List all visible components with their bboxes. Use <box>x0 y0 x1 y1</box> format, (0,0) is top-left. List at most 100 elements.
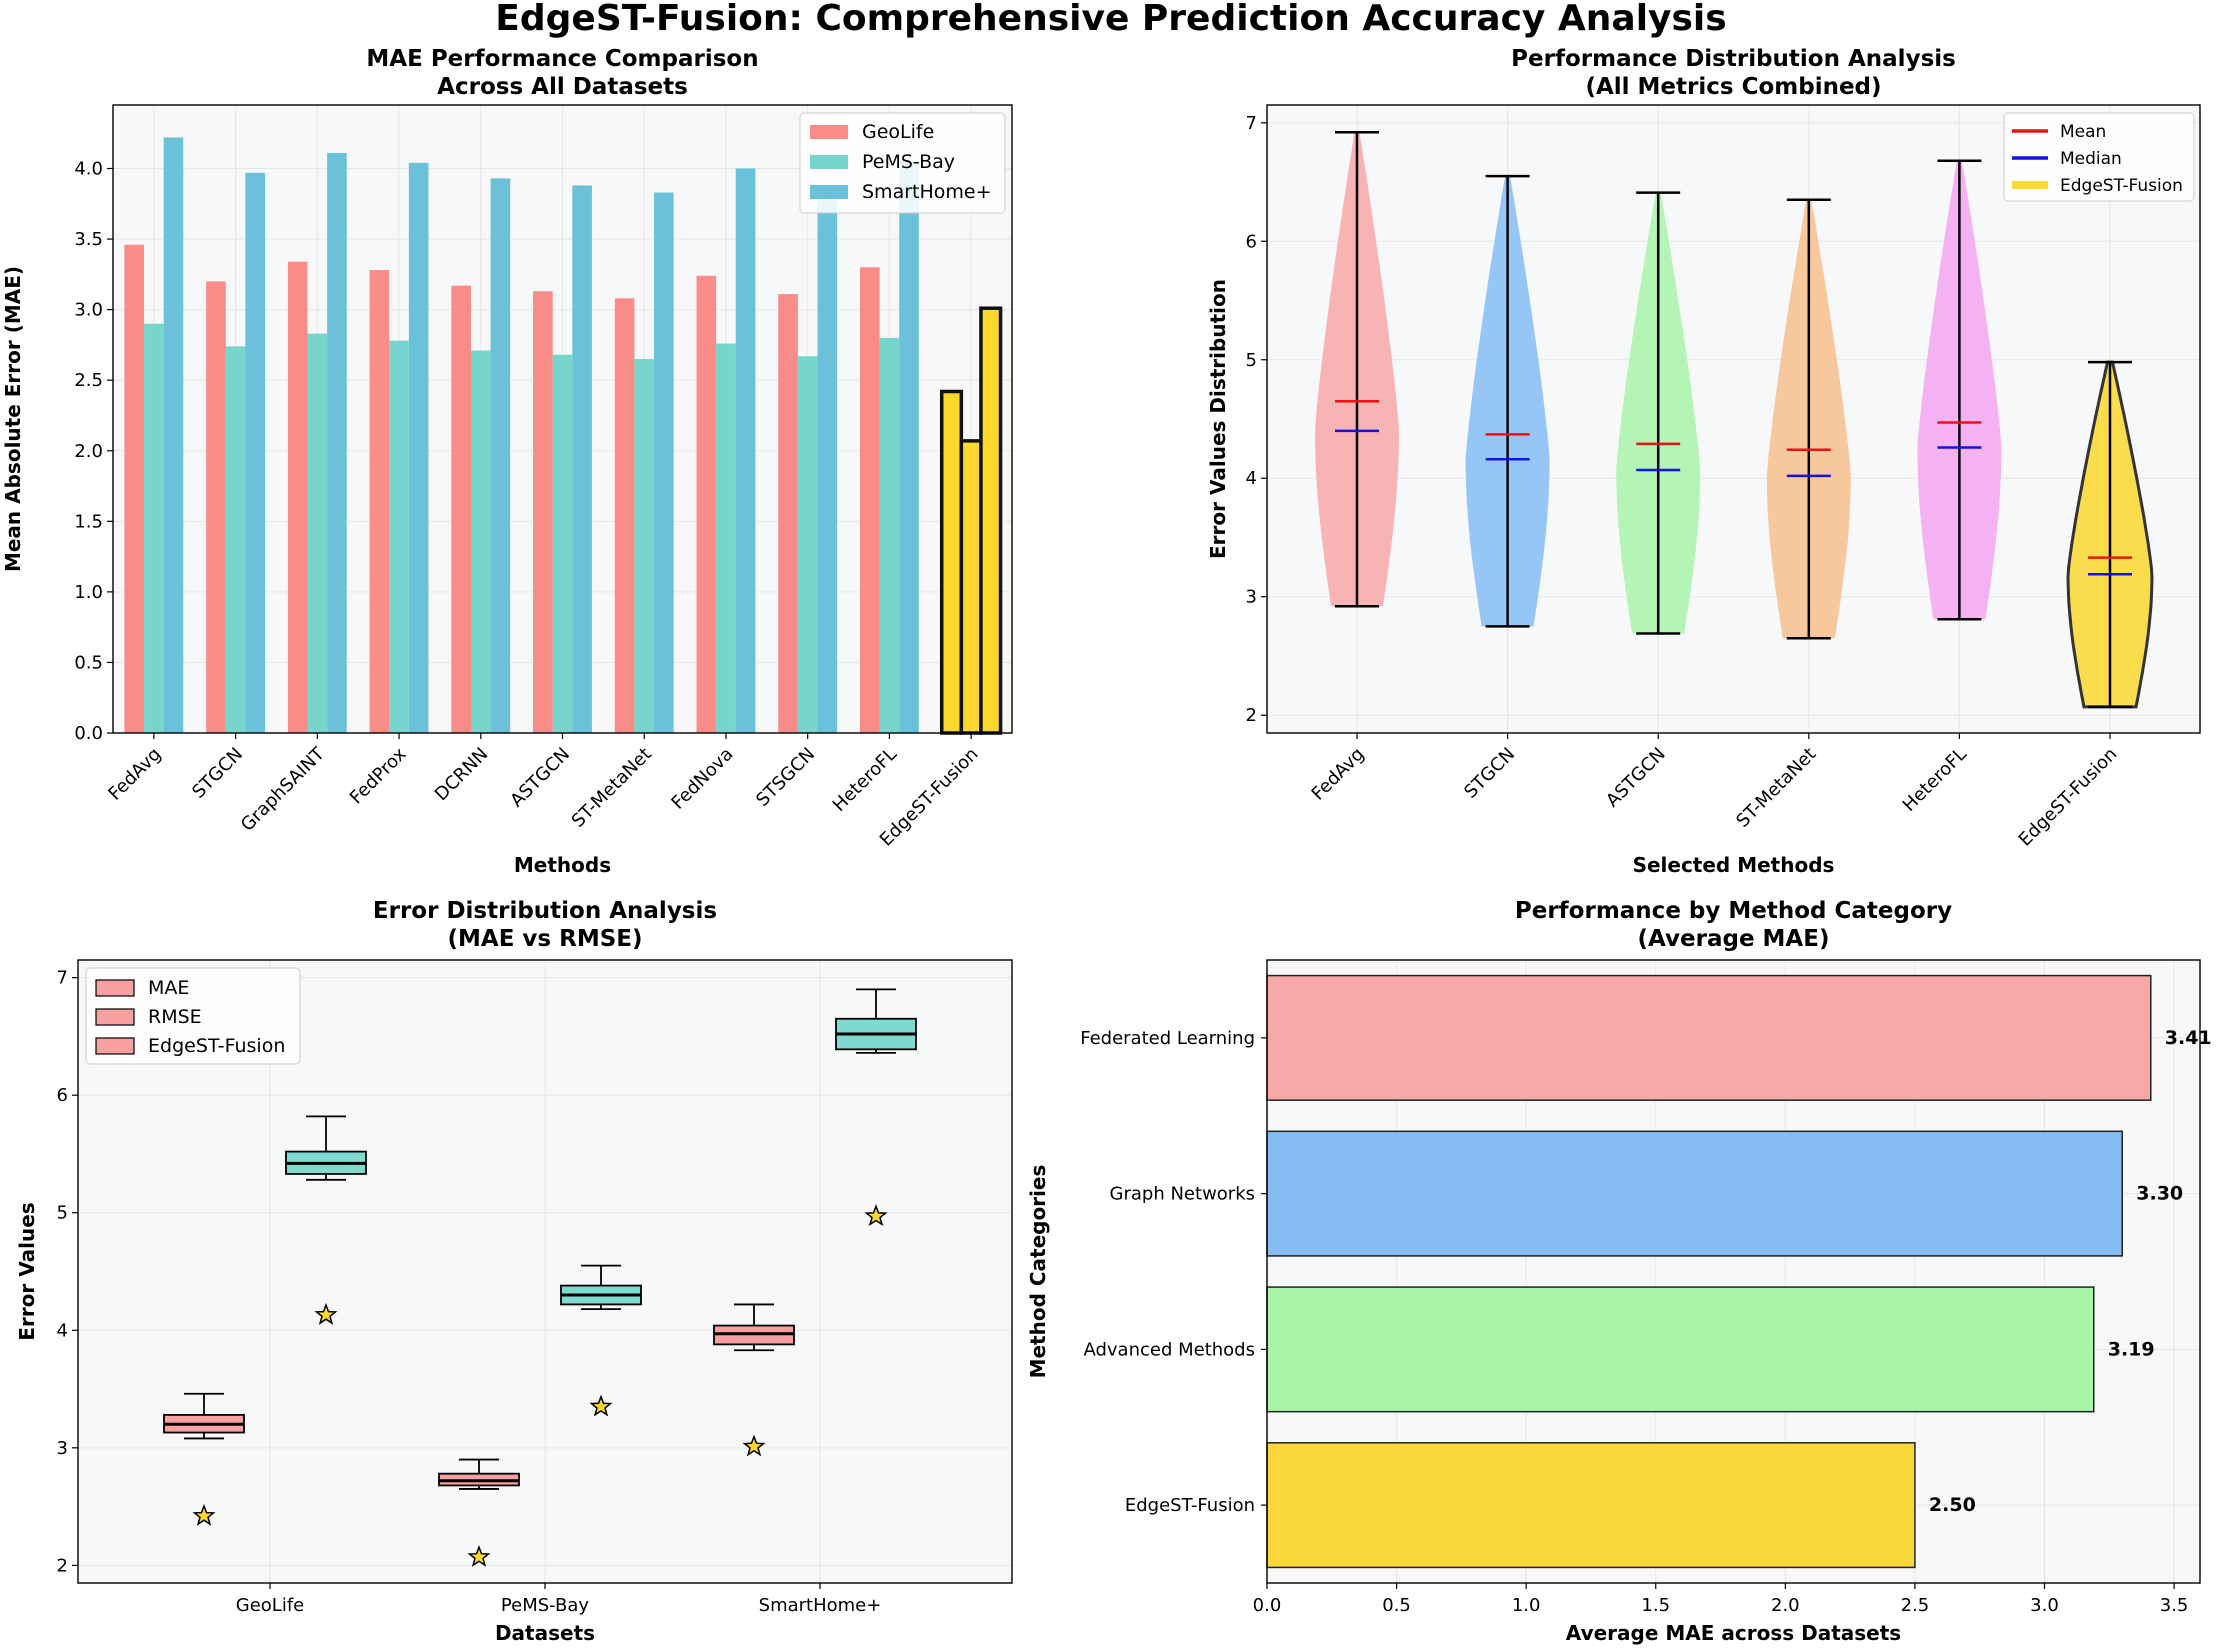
x-tick-label: STGCN <box>188 744 247 803</box>
bar-smarthome-fednova <box>735 168 756 733</box>
figure-title: EdgeST-Fusion: Comprehensive Prediction … <box>495 0 1726 39</box>
y-tick-label: 2.5 <box>74 370 103 391</box>
y-tick-label: EdgeST-Fusion <box>1125 1495 1255 1516</box>
y-tick-label: 2 <box>1246 705 1257 726</box>
bar-geolife-stgcn <box>206 281 226 733</box>
x-tick-label: STSGCN <box>752 744 819 811</box>
legend-swatch-edgest-fusion <box>95 1037 135 1055</box>
bar-smarthome-heterofl <box>899 161 919 733</box>
x-tick-label: PeMS-Bay <box>501 1595 589 1616</box>
y-tick-label: 5 <box>57 1203 68 1224</box>
bar-value-label-advanced-methods: 3.19 <box>2108 1338 2155 1360</box>
legend-swatch-pems-bay <box>810 155 848 169</box>
bar-geolife-astgcn <box>533 291 553 733</box>
bar-graph-networks <box>1266 1130 2123 1257</box>
category-bar-chart-panel: Performance by Method Category(Average M… <box>1026 898 2212 1645</box>
violin-chart-panel: Performance Distribution Analysis(All Me… <box>1206 46 2201 877</box>
legend-swatch-mae <box>95 979 135 997</box>
axes-frame <box>1266 104 2201 734</box>
bar-geolife-st-metanet <box>614 298 635 733</box>
y-axis-label: Method Categories <box>1026 1165 1050 1379</box>
edgest-star-rmse-geolife <box>314 1302 338 1325</box>
y-tick-label: 4 <box>1246 468 1257 489</box>
y-tick-label: Advanced Methods <box>1083 1339 1255 1360</box>
bar-geolife-edgest-fusion <box>939 389 964 735</box>
x-tick-label: FedAvg <box>1308 744 1369 805</box>
panel-title-line: (All Metrics Combined) <box>1585 74 1881 100</box>
bar-pems-bay-st-metanet <box>634 359 655 733</box>
x-axis-label: Selected Methods <box>1633 853 1835 877</box>
axes-frame <box>112 104 1013 734</box>
bar-smarthome-edgest-fusion <box>979 306 1003 735</box>
bar-pems-bay-astgcn <box>552 354 573 733</box>
panel-title-line: MAE Performance Comparison <box>366 46 758 72</box>
bar-geolife-fedprox <box>369 270 390 733</box>
panel-title-line: Error Distribution Analysis <box>373 898 717 924</box>
x-tick-label: FedAvg <box>104 744 165 805</box>
bar-smarthome-astgcn <box>572 185 592 734</box>
x-tick-label: DCRNN <box>431 744 492 805</box>
bar-pems-bay-edgest-fusion <box>959 439 983 735</box>
y-tick-label: 1.5 <box>74 511 103 532</box>
x-tick-label: ASTGCN <box>506 744 574 812</box>
bar-pems-bay-graphsaint <box>307 333 328 733</box>
legend-box <box>799 112 1006 214</box>
x-tick-label: FedNova <box>667 744 737 814</box>
x-tick-label: 2.0 <box>1771 1595 1800 1616</box>
x-axis-label: Average MAE across Datasets <box>1566 1621 1901 1645</box>
x-tick-label: STGCN <box>1460 744 1519 803</box>
bar-geolife-fedavg <box>124 244 145 734</box>
edgest-star-rmse-pems-bay <box>589 1394 613 1417</box>
x-tick-label: ASTGCN <box>1602 744 1670 812</box>
legend-label-mae: MAE <box>148 977 189 999</box>
bar-advanced-methods <box>1266 1286 2095 1413</box>
bar-smarthome-stgcn <box>245 172 266 733</box>
y-tick-label: 0.0 <box>74 723 103 744</box>
edgest-star-mae-geolife <box>192 1503 216 1526</box>
y-tick-label: 3 <box>1246 587 1257 608</box>
panel-title-line: Across All Datasets <box>437 74 688 100</box>
legend-label-pems-bay: PeMS-Bay <box>862 151 955 173</box>
x-tick-label: FedProx <box>346 743 411 808</box>
y-tick-label: 0.5 <box>74 652 103 673</box>
y-tick-label: 7 <box>57 968 68 989</box>
legend-label-mean: Mean <box>2060 122 2106 142</box>
y-tick-label: 3.0 <box>74 300 103 321</box>
bar-smarthome-graphsaint <box>327 152 347 733</box>
panel-title-line: (Average MAE) <box>1638 926 1830 952</box>
legend-swatch-geolife <box>810 125 848 139</box>
x-tick-label: GeoLife <box>236 1595 304 1616</box>
bar-smarthome-fedprox <box>408 162 429 734</box>
bar-pems-bay-heterofl <box>879 337 900 733</box>
box-chart-panel: Error Distribution Analysis(MAE vs RMSE)… <box>15 898 1013 1645</box>
y-tick-label: 6 <box>57 1085 68 1106</box>
bar-geolife-dcrnn <box>451 285 471 733</box>
legend-label-median: Median <box>2060 149 2122 169</box>
bar-pems-bay-fednova <box>716 343 736 733</box>
y-axis-label: Error Values Distribution <box>1206 279 1230 559</box>
edgest-star-rmse-smarthome <box>864 1204 888 1227</box>
x-tick-label: EdgeST-Fusion <box>2015 744 2122 851</box>
x-axis-label: Datasets <box>495 1621 595 1645</box>
legend-label-edgest-fusion: EdgeST-Fusion <box>2060 176 2183 196</box>
plot-area <box>1267 105 2200 733</box>
bar-smarthome-dcrnn <box>490 178 511 733</box>
bar-federated-learning <box>1266 974 2152 1101</box>
bar-geolife-fednova <box>696 275 717 733</box>
bar-pems-bay-fedprox <box>389 340 409 733</box>
bar-pems-bay-stsgcn <box>797 356 818 733</box>
legend-box <box>2003 112 2195 202</box>
x-tick-label: 0.0 <box>1253 1595 1282 1616</box>
x-axis-label: Methods <box>514 853 611 877</box>
bar-smarthome-st-metanet <box>654 192 674 733</box>
x-tick-label: SmartHome+ <box>759 1595 882 1616</box>
x-tick-label: 3.0 <box>2030 1595 2059 1616</box>
y-tick-label: 2.0 <box>74 441 103 462</box>
y-tick-label: 7 <box>1246 113 1257 134</box>
bar-smarthome-stsgcn <box>817 188 838 733</box>
bar-geolife-heterofl <box>859 267 880 733</box>
y-tick-label: 3.5 <box>74 229 103 250</box>
y-tick-label: 5 <box>1246 350 1257 371</box>
bar-edgest-fusion <box>1266 1442 1916 1569</box>
